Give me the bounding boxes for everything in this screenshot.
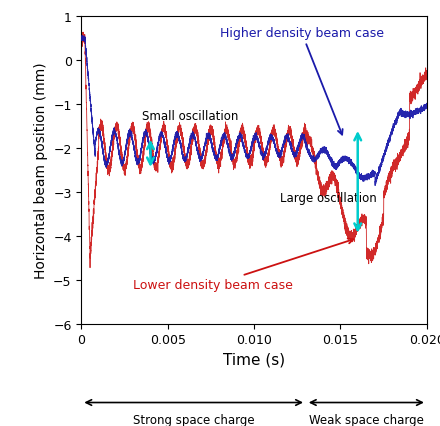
Text: Large oscillation: Large oscillation: [280, 191, 377, 204]
Text: Strong space charge: Strong space charge: [133, 413, 254, 426]
Y-axis label: Horizontal beam position (mm): Horizontal beam position (mm): [33, 62, 48, 279]
X-axis label: Time (s): Time (s): [223, 352, 285, 367]
Text: Weak space charge: Weak space charge: [309, 413, 424, 426]
Text: Small oscillation: Small oscillation: [142, 110, 238, 123]
Text: Lower density beam case: Lower density beam case: [133, 239, 353, 292]
Text: Higher density beam case: Higher density beam case: [220, 27, 384, 135]
